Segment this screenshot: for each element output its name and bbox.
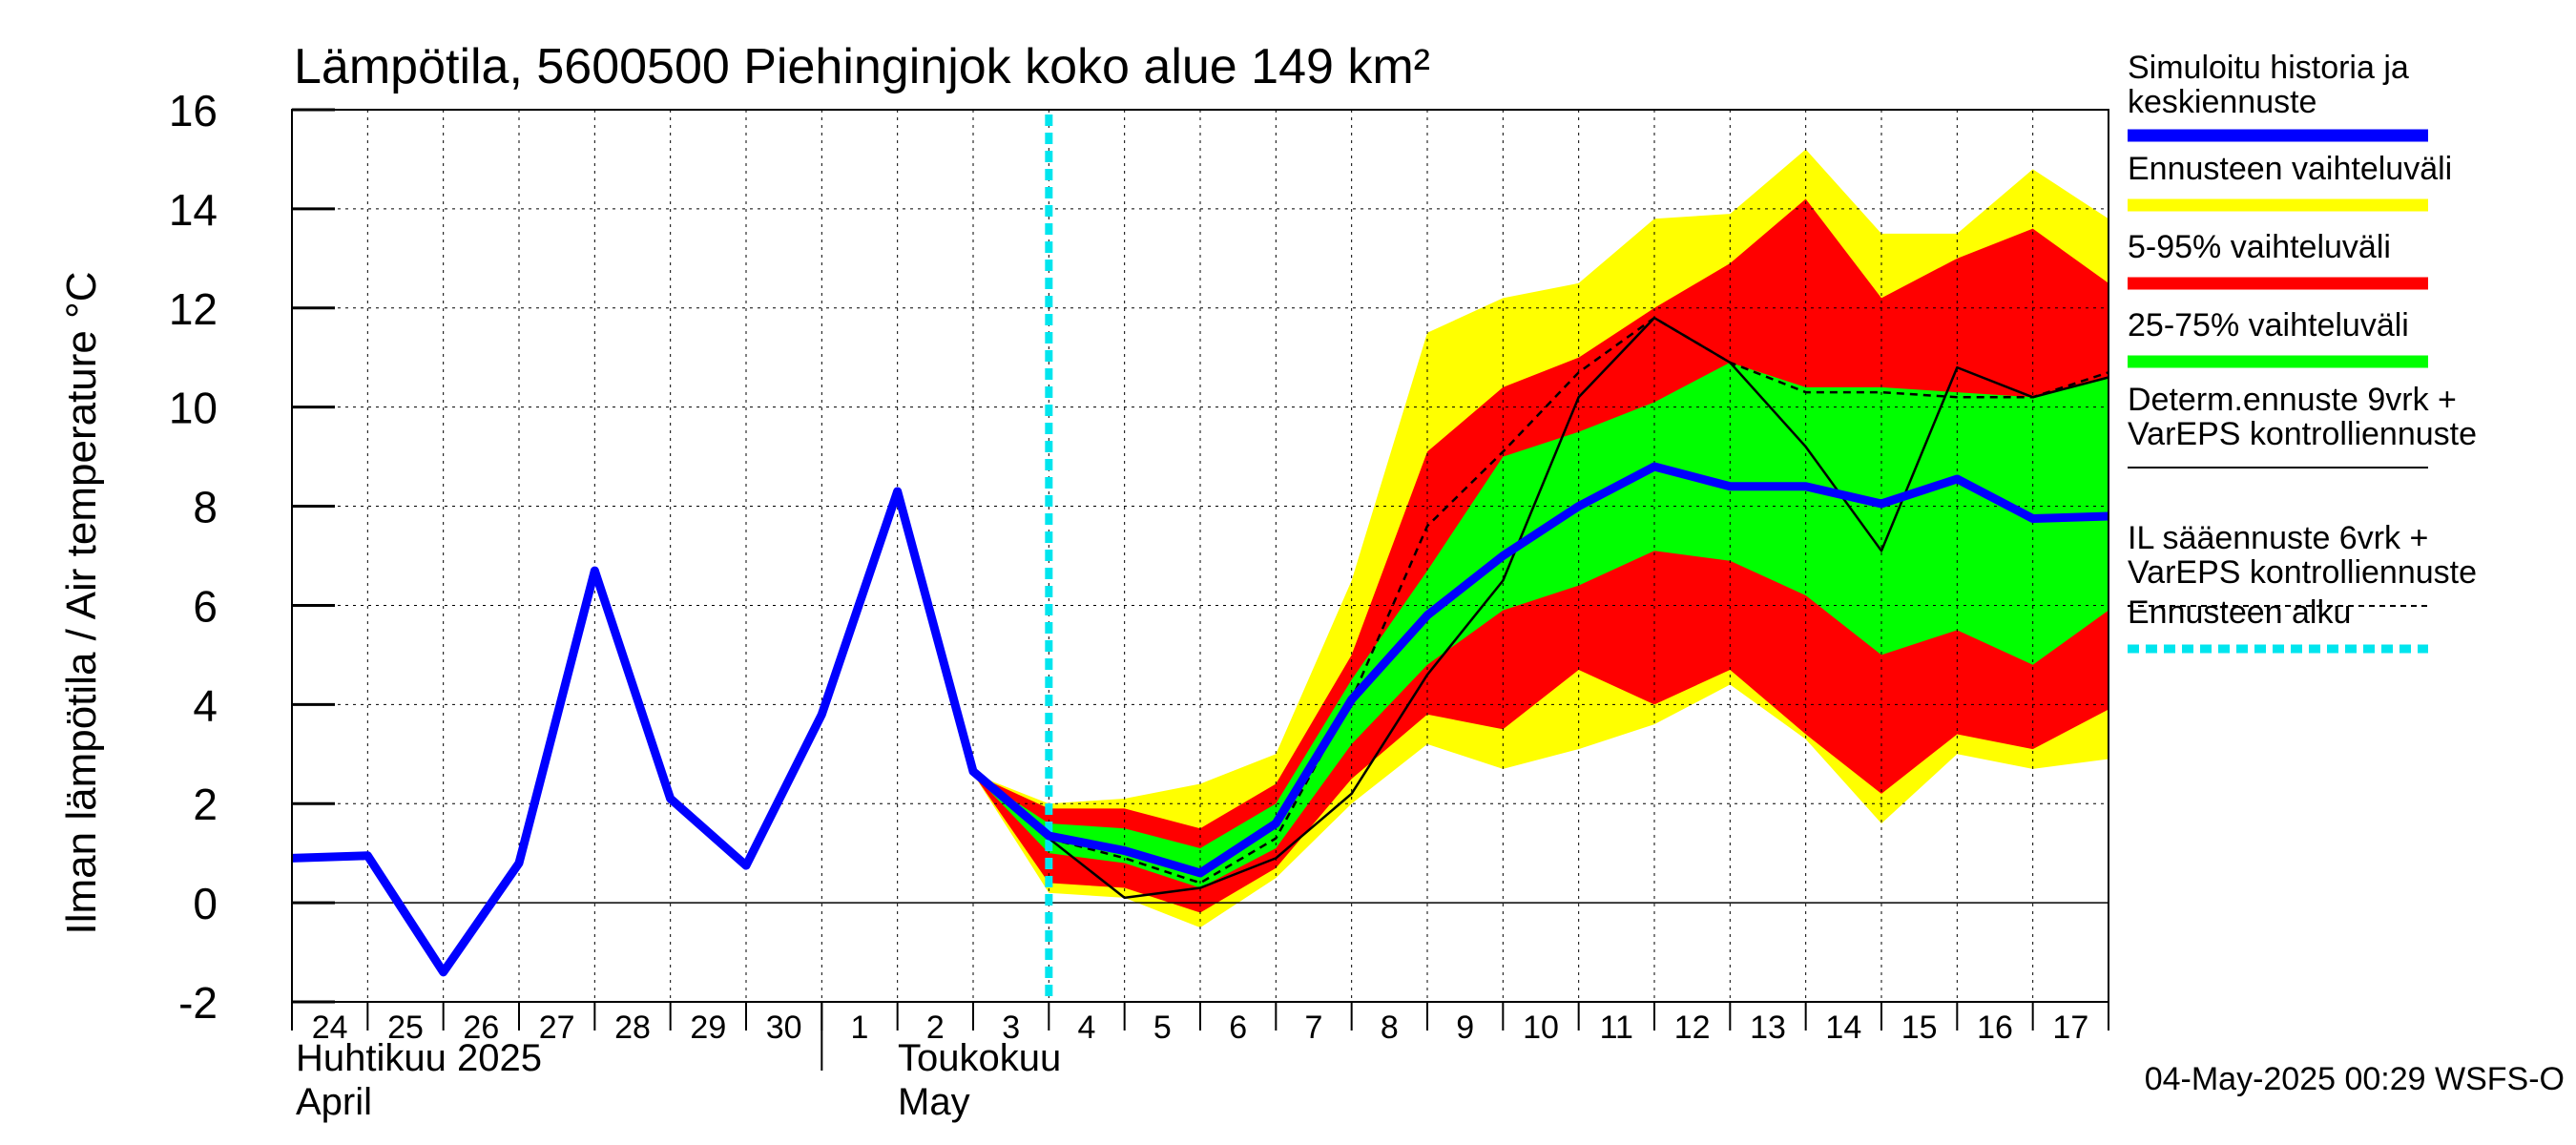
y-tick-label: 8 (193, 483, 218, 532)
x-tick-label: 13 (1750, 1010, 1786, 1046)
chart-title: Lämpötila, 5600500 Piehinginjok koko alu… (294, 39, 1430, 94)
x-tick-label: 24 (312, 1010, 348, 1046)
x-tick-label: 17 (2052, 1010, 2088, 1046)
legend-label: Determ.ennuste 9vrk + (2128, 382, 2457, 418)
y-tick-label: 10 (169, 384, 218, 433)
y-axis: -2 0 2 4 6 8 10 12 14 16 (169, 86, 335, 1028)
series-lines (291, 114, 2109, 1002)
x-tick-label: 3 (1002, 1010, 1020, 1046)
legend-label: Simuloitu historia ja (2128, 50, 2409, 86)
legend-label: Ennusteen alku (2128, 594, 2351, 631)
x-tick-label: 11 (1600, 1010, 1633, 1046)
x-tick-label: 1 (851, 1010, 869, 1046)
month-label-april-en: April (296, 1081, 372, 1123)
x-tick-label: 4 (1078, 1010, 1096, 1046)
x-tick-label: 28 (614, 1010, 651, 1046)
x-tick-label: 25 (387, 1010, 424, 1046)
legend-label: 25-75% vaihteluväli (2128, 307, 2409, 344)
y-tick-label: 0 (193, 879, 218, 928)
x-tick-label: 14 (1825, 1010, 1861, 1046)
y-tick-label: -2 (178, 978, 218, 1028)
x-tick-label: 27 (539, 1010, 575, 1046)
x-tick-label: 8 (1381, 1010, 1399, 1046)
x-tick-label: 2 (926, 1010, 945, 1046)
legend-label: VarEPS kontrolliennuste (2128, 554, 2477, 591)
y-tick-label: 14 (169, 185, 218, 235)
x-tick-label: 26 (463, 1010, 499, 1046)
x-tick-label: 16 (1977, 1010, 2013, 1046)
x-tick-label: 29 (690, 1010, 726, 1046)
x-tick-label: 10 (1523, 1010, 1559, 1046)
uncertainty-bands (973, 149, 2109, 928)
y-tick-label: 4 (193, 680, 218, 730)
timestamp: 04-May-2025 00:29 WSFS-O (2145, 1061, 2565, 1097)
month-label-april-fi: Huhtikuu 2025 (296, 1037, 542, 1079)
y-tick-label: 12 (169, 284, 218, 334)
x-axis: 24 25 26 27 28 29 30 1 2 3 4 5 6 7 8 9 10 11 12 13 14 15 16 17 (291, 1002, 2109, 1071)
y-tick-label: 2 (193, 780, 218, 829)
month-label-may-en: May (898, 1081, 970, 1123)
legend-label: Ennusteen vaihteluväli (2128, 151, 2452, 187)
y-tick-label: 6 (193, 581, 218, 631)
series-line-2 (1049, 316, 2109, 885)
y-axis-label: Ilman lämpötila / Air temperature °C (58, 272, 105, 935)
y-tick-label: 16 (169, 86, 218, 135)
x-tick-label: 9 (1456, 1010, 1474, 1046)
legend-label: keskiennuste (2128, 84, 2316, 120)
x-tick-label: 15 (1901, 1010, 1938, 1046)
month-label-may-fi: Toukokuu (898, 1037, 1061, 1079)
x-tick-label: 12 (1674, 1010, 1711, 1046)
legend-label: VarEPS kontrolliennuste (2128, 416, 2477, 452)
legend-label: IL sääennuste 6vrk + (2128, 520, 2428, 556)
legend-label: 5-95% vaihteluväli (2128, 229, 2391, 265)
x-tick-label: 7 (1305, 1010, 1323, 1046)
x-tick-label: 5 (1153, 1010, 1172, 1046)
grid (292, 110, 2109, 1002)
x-tick-label: 30 (766, 1010, 802, 1046)
x-tick-label: 6 (1229, 1010, 1247, 1046)
series-line-1 (896, 316, 2109, 900)
series-line-0 (291, 462, 2109, 977)
